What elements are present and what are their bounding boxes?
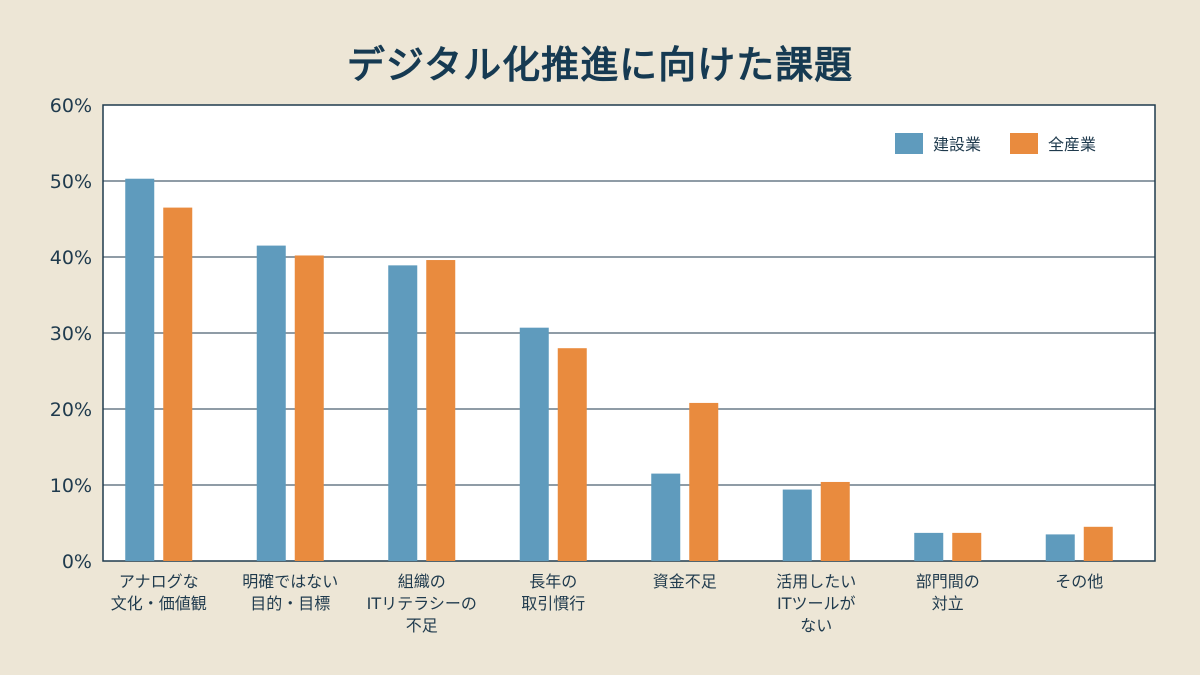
x-category-label: 活用したい <box>776 572 856 591</box>
y-tick-label: 20% <box>50 399 92 421</box>
x-category-label: 目的・目標 <box>250 594 330 613</box>
bar-series2 <box>689 402 719 561</box>
bars <box>125 178 1113 562</box>
chart-title: デジタル化推進に向けた課題 <box>346 43 854 87</box>
y-tick-label: 0% <box>62 551 92 573</box>
x-category-label: 文化・価値観 <box>111 594 207 613</box>
bar-series2 <box>294 255 324 562</box>
bar-series2 <box>426 260 456 561</box>
y-tick-label: 10% <box>50 475 92 497</box>
bar-series2 <box>557 348 587 561</box>
bar-series1 <box>519 327 549 561</box>
y-tick-label: 40% <box>50 247 92 269</box>
bar-series2 <box>1083 526 1113 561</box>
bar-series1 <box>388 265 418 561</box>
x-category-label: 長年の <box>529 572 577 591</box>
x-category-label: ITリテラシーの <box>367 594 477 613</box>
legend-label: 建設業 <box>933 135 981 154</box>
bar-series2 <box>163 207 193 561</box>
legend: 建設業 全産業 <box>895 133 1096 154</box>
bar-series1 <box>256 245 286 561</box>
bar-series2 <box>820 481 850 561</box>
x-category-label: ITツールが <box>777 594 856 613</box>
legend-swatch <box>895 133 923 154</box>
legend-label: 全産業 <box>1048 135 1096 154</box>
x-category-label: 組織の <box>398 572 446 591</box>
x-category-label: 資金不足 <box>653 572 717 591</box>
y-tick-label: 30% <box>50 323 92 345</box>
bar-series1 <box>125 178 155 561</box>
bar-series1 <box>782 489 812 561</box>
x-category-label: 不足 <box>406 616 438 635</box>
x-category-label: その他 <box>1055 572 1103 591</box>
x-category-label: 明確ではない <box>242 572 338 591</box>
x-category-label: 対立 <box>932 594 964 613</box>
y-axis-ticks: 0% 10% 20% 30% 40% 50% 60% <box>50 95 92 573</box>
bar-series1 <box>1045 534 1075 561</box>
y-tick-label: 60% <box>50 95 92 117</box>
bar-series1 <box>651 473 681 561</box>
x-category-label: 取引慣行 <box>521 594 585 613</box>
x-category-label: 部門間の <box>916 572 980 591</box>
bar-series1 <box>914 532 944 561</box>
legend-swatch <box>1010 133 1038 154</box>
y-tick-label: 50% <box>50 171 92 193</box>
x-category-label: アナログな <box>119 572 199 591</box>
x-category-label: ない <box>800 616 832 635</box>
bar-series2 <box>952 532 982 561</box>
